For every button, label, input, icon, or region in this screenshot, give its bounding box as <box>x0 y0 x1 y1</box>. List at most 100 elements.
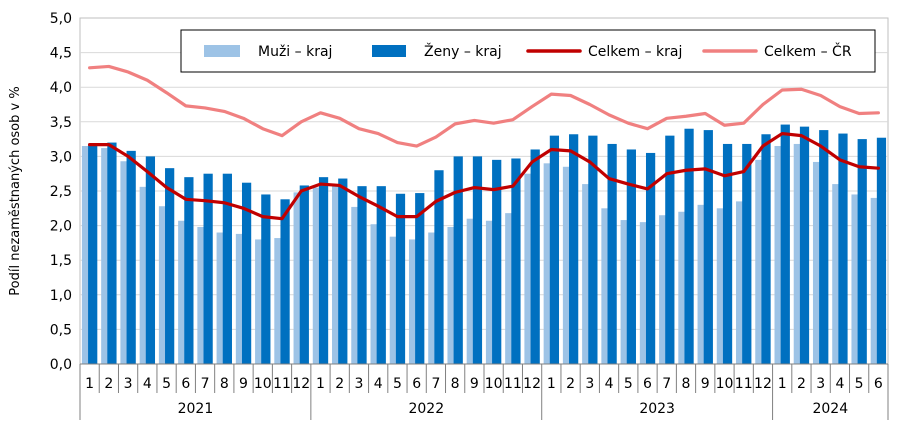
bar-zeny-27 <box>607 143 617 364</box>
year-label: 2021 <box>178 401 214 417</box>
bar-zeny-4 <box>165 168 175 364</box>
month-label: 6 <box>643 376 652 392</box>
bar-zeny-13 <box>338 178 348 364</box>
bar-muzi-30 <box>659 215 669 364</box>
bar-zeny-10 <box>280 199 290 364</box>
legend-label-3: Celkem – ČR <box>764 42 852 60</box>
y-tick-label: 1,0 <box>50 288 72 304</box>
month-label: 12 <box>292 376 310 392</box>
month-label: 1 <box>547 376 556 392</box>
y-tick-label: 0,5 <box>50 322 72 338</box>
bar-zeny-28 <box>626 149 636 364</box>
y-tick-label: 3,0 <box>50 149 72 165</box>
bar-zeny-38 <box>819 130 829 364</box>
bar-muzi-2 <box>120 161 130 364</box>
bar-zeny-11 <box>299 185 309 364</box>
month-label: 5 <box>624 376 633 392</box>
bar-zeny-1 <box>107 142 117 364</box>
month-label: 9 <box>470 376 479 392</box>
y-axis-label: Podíl nezaměstnaných osob v % <box>8 86 23 295</box>
bar-muzi-22 <box>505 213 515 364</box>
bar-zeny-25 <box>569 134 579 364</box>
month-label: 4 <box>143 376 152 392</box>
month-label: 10 <box>716 376 734 392</box>
bar-zeny-6 <box>203 173 213 364</box>
bar-zeny-9 <box>261 194 271 364</box>
bar-muzi-31 <box>678 211 688 364</box>
bar-zeny-7 <box>222 173 232 364</box>
bar-muzi-0 <box>81 146 92 364</box>
bars <box>81 124 887 364</box>
month-label: 1 <box>778 376 787 392</box>
bar-muzi-15 <box>370 224 380 364</box>
month-label: 10 <box>254 376 272 392</box>
y-tick-label: 5,0 <box>50 11 72 27</box>
bar-muzi-23 <box>524 173 534 364</box>
bar-muzi-19 <box>447 226 457 364</box>
legend-label-0: Muži – kraj <box>258 44 332 60</box>
bar-zeny-21 <box>492 159 502 364</box>
y-tick-label: 4,5 <box>50 46 72 62</box>
bar-muzi-5 <box>178 220 188 364</box>
bar-muzi-25 <box>562 166 573 364</box>
bar-muzi-33 <box>716 208 727 364</box>
bar-zeny-37 <box>799 126 810 364</box>
bar-zeny-2 <box>126 150 136 364</box>
month-label: 8 <box>682 376 691 392</box>
bar-zeny-0 <box>88 143 98 364</box>
bar-zeny-26 <box>588 135 598 364</box>
bar-muzi-40 <box>851 194 861 364</box>
bar-zeny-40 <box>857 139 867 364</box>
bar-muzi-29 <box>639 222 650 364</box>
bar-zeny-32 <box>703 130 713 364</box>
y-tick-label: 4,0 <box>50 80 72 96</box>
bar-muzi-37 <box>793 143 803 364</box>
bar-zeny-12 <box>318 177 329 364</box>
month-label: 7 <box>201 376 210 392</box>
bar-zeny-19 <box>453 156 463 364</box>
year-label: 2023 <box>639 401 675 417</box>
month-label: 12 <box>754 376 772 392</box>
bar-muzi-26 <box>582 184 592 364</box>
legend-swatch-1 <box>372 45 406 57</box>
bar-zeny-8 <box>241 182 252 364</box>
legend-label-2: Celkem – kraj <box>588 44 682 60</box>
month-label: 6 <box>181 376 190 392</box>
bar-muzi-3 <box>139 186 149 364</box>
bar-muzi-36 <box>774 146 784 364</box>
x-axis: 1 2 3 4 5 6 7 8 9 10 11 12 1 2 3 4 5 6 7 8 9 10 11 12 1 2 3 4 5 6 7 8 9 1… <box>79 363 889 420</box>
bar-muzi-11 <box>293 192 303 364</box>
month-label: 12 <box>523 376 541 392</box>
legend: Muži – kraj Ženy – kraj Celkem – kraj Celke… <box>180 29 876 73</box>
bar-zeny-20 <box>472 156 483 364</box>
bar-muzi-41 <box>870 197 880 364</box>
y-tick-label: 2,5 <box>50 184 72 200</box>
bar-zeny-14 <box>357 186 367 364</box>
bar-muzi-34 <box>736 201 746 364</box>
month-label: 7 <box>431 376 440 392</box>
bar-zeny-41 <box>876 137 887 364</box>
series-line-2 <box>88 131 880 221</box>
bar-muzi-12 <box>312 187 323 364</box>
bar-muzi-35 <box>755 159 765 364</box>
bar-zeny-3 <box>145 156 156 364</box>
month-label: 5 <box>393 376 402 392</box>
month-label: 7 <box>662 376 671 392</box>
bar-zeny-15 <box>376 186 386 364</box>
month-label: 11 <box>735 376 753 392</box>
month-label: 5 <box>162 376 171 392</box>
month-label: 9 <box>239 376 248 392</box>
month-label: 3 <box>124 376 133 392</box>
bar-muzi-24 <box>543 163 553 364</box>
y-tick-label: 0,0 <box>50 357 72 373</box>
series-lines <box>88 64 880 221</box>
legend-swatch-0 <box>204 45 240 57</box>
bar-muzi-10 <box>274 238 284 364</box>
month-label: 3 <box>354 376 363 392</box>
bar-muzi-27 <box>601 208 611 364</box>
bar-muzi-28 <box>620 220 630 364</box>
month-label: 9 <box>701 376 710 392</box>
y-tick-label: 1,5 <box>50 253 72 269</box>
month-label: 4 <box>835 376 844 392</box>
